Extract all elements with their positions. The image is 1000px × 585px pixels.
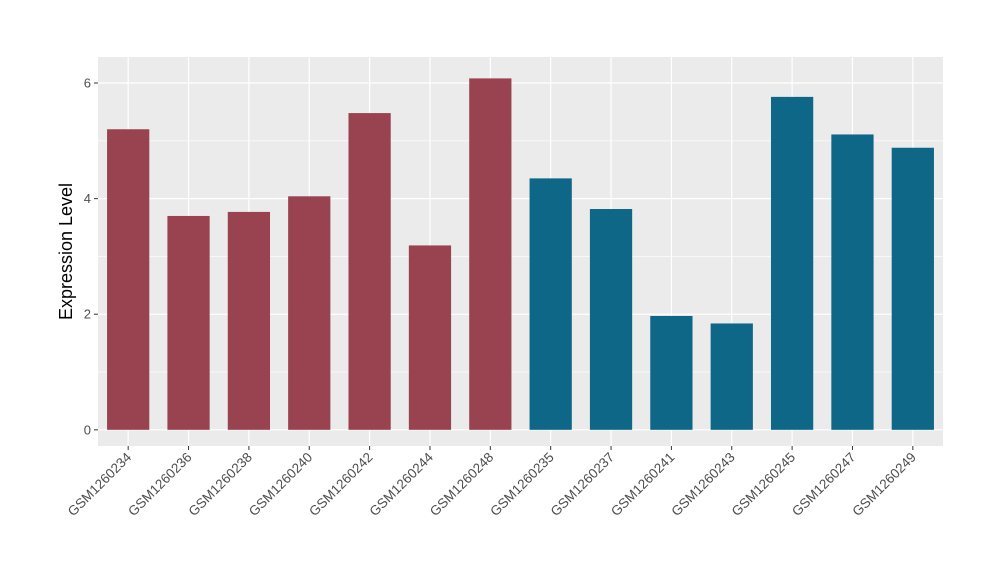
y-axis: 0 2 4 6: [84, 76, 98, 437]
bar-GSM1260244: [408, 245, 452, 430]
x-tick-label: GSM1260238: [185, 450, 255, 520]
bar-GSM1260242: [348, 113, 391, 430]
bar-GSM1260248: [469, 78, 512, 430]
bar-GSM1260234: [107, 129, 150, 430]
bar-GSM1260243: [710, 323, 753, 430]
bar-GSM1260241: [650, 315, 693, 430]
bar-GSM1260240: [288, 196, 331, 430]
bar-GSM1260238: [227, 211, 271, 430]
plot-panel: [98, 57, 943, 446]
bar-GSM1260235: [529, 178, 572, 430]
x-tick-label: GSM1260249: [849, 450, 919, 520]
x-tick-label: GSM1260245: [729, 450, 799, 520]
bars: [107, 78, 934, 430]
y-tick-label: 6: [84, 76, 91, 91]
x-tick-label: GSM1260237: [548, 450, 618, 520]
y-tick-label: 4: [84, 191, 91, 206]
y-tick-label: 2: [84, 307, 91, 322]
y-axis-label: Expression Level: [56, 183, 76, 320]
bar-GSM1260236: [167, 215, 210, 430]
x-tick-label: GSM1260240: [246, 450, 316, 520]
x-axis: GSM1260234GSM1260236GSM1260238GSM1260240…: [65, 446, 919, 519]
bar-GSM1260247: [831, 134, 874, 430]
bar-GSM1260245: [770, 96, 814, 430]
x-tick-label: GSM1260236: [125, 450, 195, 520]
y-tick-label: 0: [84, 422, 91, 437]
x-tick-label: GSM1260248: [427, 450, 497, 520]
x-tick-label: GSM1260242: [306, 450, 376, 520]
x-tick-label: GSM1260235: [487, 450, 557, 520]
x-tick-label: GSM1260243: [668, 450, 738, 520]
x-tick-label: GSM1260247: [789, 450, 859, 520]
x-tick-label: GSM1260241: [608, 450, 678, 520]
bar-GSM1260237: [589, 209, 633, 430]
bar-GSM1260249: [891, 147, 934, 430]
